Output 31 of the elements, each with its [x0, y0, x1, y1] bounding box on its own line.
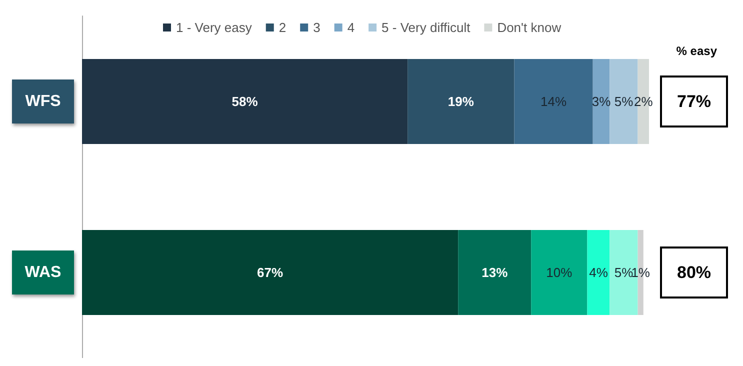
data-label: 19% — [448, 94, 474, 109]
bar — [408, 59, 514, 144]
legend-label: 3 — [313, 20, 320, 35]
legend-label: 4 — [347, 20, 355, 35]
bar — [592, 59, 610, 144]
legend-label: 1 - Very easy — [176, 20, 252, 35]
y-tick-label: WFS — [25, 93, 62, 110]
bar — [82, 230, 458, 315]
data-label: 3% — [592, 94, 612, 109]
data-label: 58% — [232, 94, 258, 109]
data-label: 10% — [546, 265, 573, 280]
data-label: 4% — [589, 265, 608, 280]
text: 77% — [676, 92, 712, 111]
data-label: 13% — [482, 265, 508, 280]
bar — [458, 230, 532, 315]
bar — [82, 59, 408, 144]
text: % easy — [676, 44, 718, 58]
bar — [514, 59, 593, 144]
data-label: 5% — [614, 94, 634, 109]
data-label: 14% — [540, 94, 568, 109]
data-label: 5% — [614, 265, 634, 280]
legend-label: Don't know — [497, 20, 562, 35]
y-tick-label: WAS — [24, 264, 62, 281]
legend-label: 5 - Very difficult — [382, 20, 471, 35]
bar — [587, 230, 610, 315]
data-label: 2% — [634, 94, 654, 109]
data-label: 1% — [631, 265, 650, 280]
legend-label: 2 — [278, 20, 286, 35]
bar — [531, 230, 588, 315]
data-label: 67% — [257, 265, 284, 280]
text: 80% — [676, 263, 712, 282]
